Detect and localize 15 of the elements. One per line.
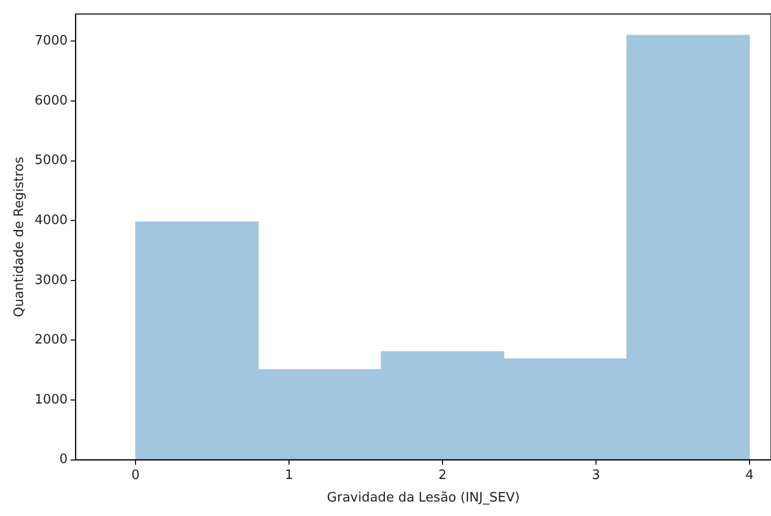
x-tick-label: 4 [745,468,754,483]
y-tick-label: 4000 [34,212,68,228]
x-axis-title: Gravidade da Lesão (INJ_SEV) [326,490,520,506]
x-tick-label: 3 [592,468,600,483]
y-axis-title: Quantidade de Registros [12,156,28,318]
y-tick-label: 6000 [34,93,68,108]
y-tick-label: 5000 [34,153,68,168]
y-tick-label: 1000 [34,392,68,408]
y-tick-label: 7000 [34,34,68,49]
x-tick-label: 0 [131,468,140,483]
x-tick-label: 1 [284,468,294,483]
y-tick-label: 2000 [34,332,68,348]
x-tick-label: 2 [438,468,447,483]
y-tick-label: 0 [59,452,68,468]
y-tick-label: 3000 [34,272,68,288]
